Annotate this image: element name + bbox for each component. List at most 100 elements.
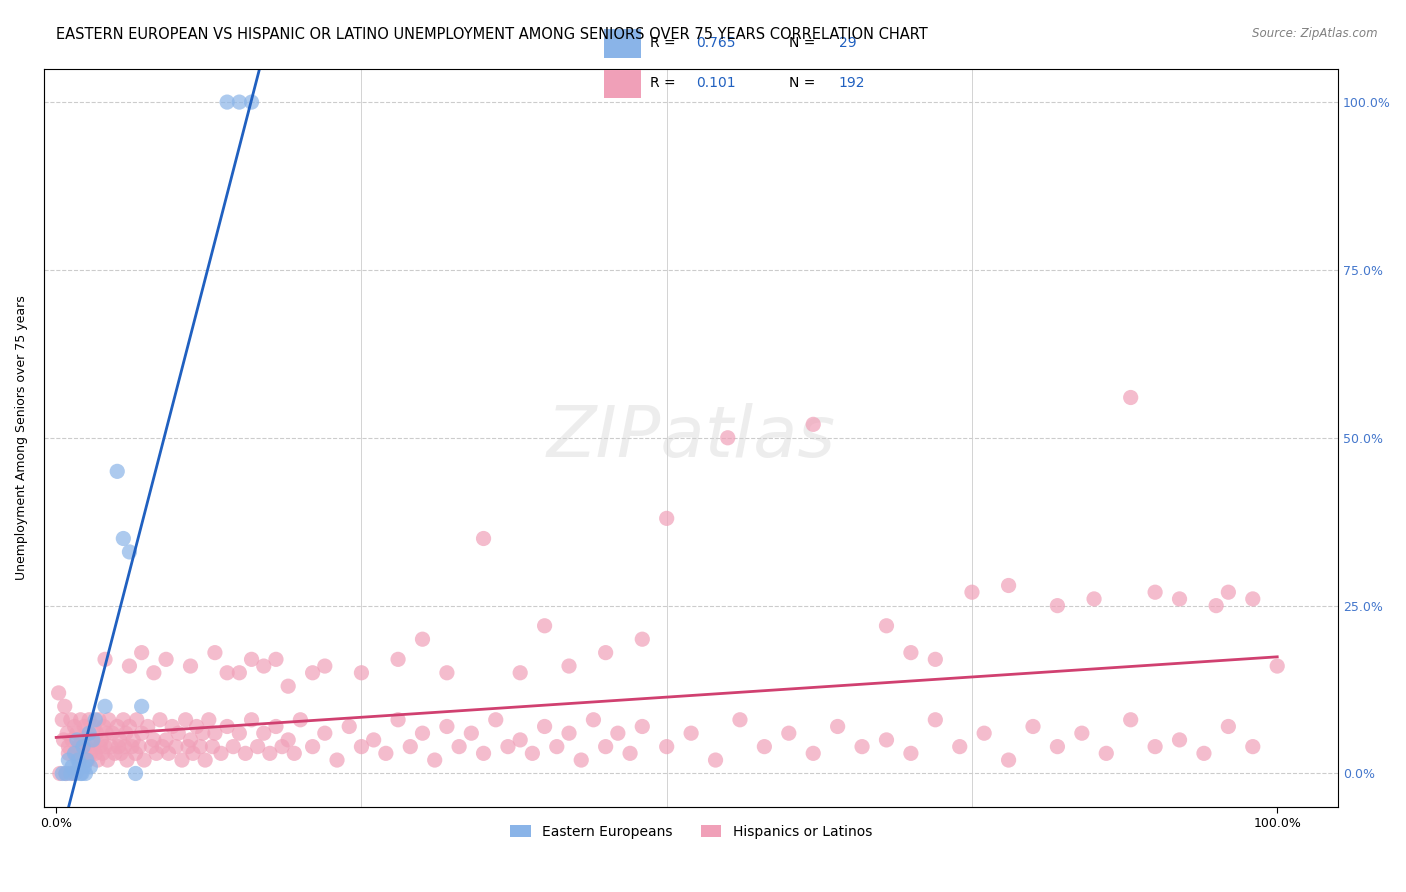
Point (73, 719, 96, 733)
Point (631, 632, 654, 647)
Point (582, 713, 605, 727)
Bar (603, 70, 641, 98)
Point (105, 719, 128, 733)
Point (472, 747, 495, 761)
Point (900, 646, 922, 660)
Point (240, 652, 263, 666)
Point (186, 719, 208, 733)
Point (246, 739, 269, 754)
Point (851, 739, 873, 754)
Point (201, 739, 224, 754)
Text: ZIPatlas: ZIPatlas (547, 403, 835, 472)
Point (86, 726, 108, 740)
Text: 192: 192 (839, 76, 865, 90)
Point (179, 733, 201, 747)
Point (157, 747, 180, 761)
Point (110, 747, 132, 761)
Point (77, 726, 100, 740)
Point (188, 739, 211, 754)
Point (485, 713, 508, 727)
Point (875, 733, 897, 747)
Point (75, 766, 97, 780)
Point (1070, 726, 1092, 740)
Point (60, 733, 83, 747)
Point (58, 753, 80, 767)
Point (63, 719, 86, 733)
Point (152, 739, 174, 754)
Point (217, 719, 239, 733)
Point (204, 726, 226, 740)
Point (70, 766, 93, 780)
Point (271, 739, 294, 754)
Point (801, 417, 824, 432)
Point (121, 739, 143, 754)
Point (70, 733, 93, 747)
Point (472, 532, 495, 546)
Text: N =: N = (789, 76, 820, 90)
Point (51, 713, 73, 727)
Point (264, 652, 287, 666)
Point (48, 686, 70, 700)
Point (277, 733, 299, 747)
Point (595, 646, 617, 660)
Point (259, 747, 281, 761)
Point (1144, 739, 1167, 754)
Point (387, 652, 409, 666)
Point (960, 585, 983, 599)
Point (67, 739, 90, 754)
Y-axis label: Unemployment Among Seniors over 75 years: Unemployment Among Seniors over 75 years (15, 295, 28, 580)
Point (145, 747, 167, 761)
Point (67, 753, 90, 767)
Text: EASTERN EUROPEAN VS HISPANIC OR LATINO UNEMPLOYMENT AMONG SENIORS OVER 75 YEARS : EASTERN EUROPEAN VS HISPANIC OR LATINO U… (56, 27, 928, 42)
Point (290, 713, 312, 727)
Point (222, 739, 245, 754)
Point (509, 665, 531, 680)
Point (399, 739, 422, 754)
Point (87, 713, 110, 727)
Point (108, 733, 131, 747)
Point (595, 739, 617, 754)
Point (411, 726, 433, 740)
Point (228, 95, 250, 109)
Point (53, 699, 76, 714)
Point (754, 739, 776, 754)
Point (546, 739, 568, 754)
Text: N =: N = (789, 36, 820, 50)
Point (115, 753, 138, 767)
Point (655, 739, 678, 754)
Point (165, 739, 187, 754)
Point (72, 739, 94, 754)
Point (569, 753, 592, 767)
Point (423, 753, 446, 767)
Point (174, 713, 197, 727)
Point (91, 747, 114, 761)
Point (496, 739, 519, 754)
Point (240, 95, 263, 109)
Point (1168, 591, 1191, 606)
Point (59, 713, 82, 727)
Point (67, 760, 90, 774)
Point (191, 726, 214, 740)
Point (449, 739, 471, 754)
Point (76, 726, 98, 740)
Point (387, 713, 409, 727)
Point (55, 766, 77, 780)
Point (69, 766, 91, 780)
Text: 29: 29 (839, 36, 856, 50)
Point (97, 713, 120, 727)
Point (997, 578, 1019, 592)
Point (105, 464, 128, 478)
Point (533, 719, 555, 733)
Point (264, 719, 287, 733)
Point (181, 747, 204, 761)
Point (337, 719, 360, 733)
Point (100, 739, 122, 754)
Point (558, 659, 581, 673)
Point (66, 733, 89, 747)
Point (801, 747, 824, 761)
Point (72, 747, 94, 761)
Point (924, 713, 946, 727)
Point (62, 766, 84, 780)
Point (136, 719, 159, 733)
Point (66, 726, 89, 740)
